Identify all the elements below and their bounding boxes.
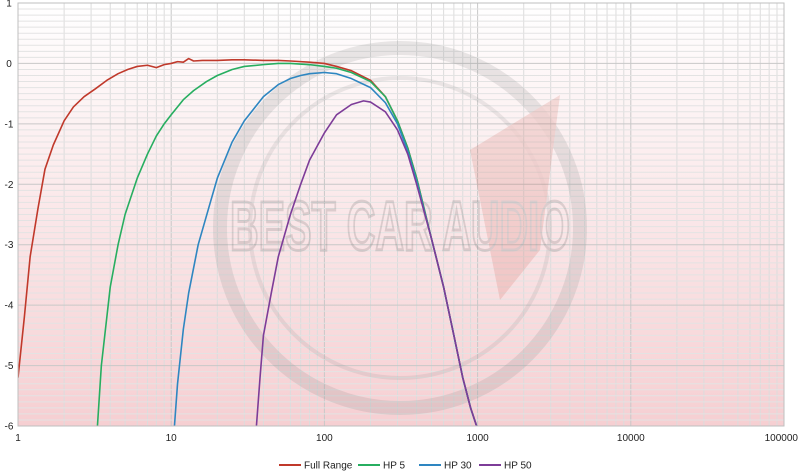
- x-tick-label: 1: [15, 433, 21, 444]
- y-axis-ticks: 1 0 -1 -2 -3 -4 -5 -6: [5, 0, 14, 433]
- grid-lines: [17, 2, 784, 427]
- y-tick-label: -5: [5, 361, 14, 372]
- legend-label: HP 5: [383, 461, 405, 471]
- x-tick-label: 100000: [765, 433, 799, 444]
- y-tick-label: -6: [5, 422, 14, 433]
- y-tick-label: -2: [5, 180, 14, 191]
- legend-label: HP 30: [444, 461, 472, 471]
- series-layer: [18, 57, 478, 426]
- legend-label: HP 50: [504, 461, 532, 471]
- x-tick-label: 1000: [466, 433, 489, 444]
- y-tick-label: 1: [6, 0, 12, 10]
- x-tick-label: 10: [166, 433, 178, 444]
- x-tick-label: 10000: [617, 433, 645, 444]
- y-tick-label: -1: [5, 119, 14, 130]
- x-axis-ticks: 1 10 100 1000 10000 100000: [15, 433, 798, 444]
- legend: Full Range HP 5 HP 30 HP 50: [279, 461, 532, 471]
- x-tick-label: 100: [316, 433, 333, 444]
- plot-border: [17, 2, 785, 427]
- legend-label: Full Range: [304, 461, 353, 471]
- y-tick-label: -3: [5, 240, 14, 251]
- y-tick-label: 0: [6, 59, 12, 70]
- series-line-hp-50: [255, 100, 478, 426]
- y-tick-label: -4: [5, 301, 14, 312]
- watermark-logo: BEST CAR AUDIO: [213, 41, 587, 415]
- watermark-text: BEST CAR AUDIO: [230, 187, 570, 265]
